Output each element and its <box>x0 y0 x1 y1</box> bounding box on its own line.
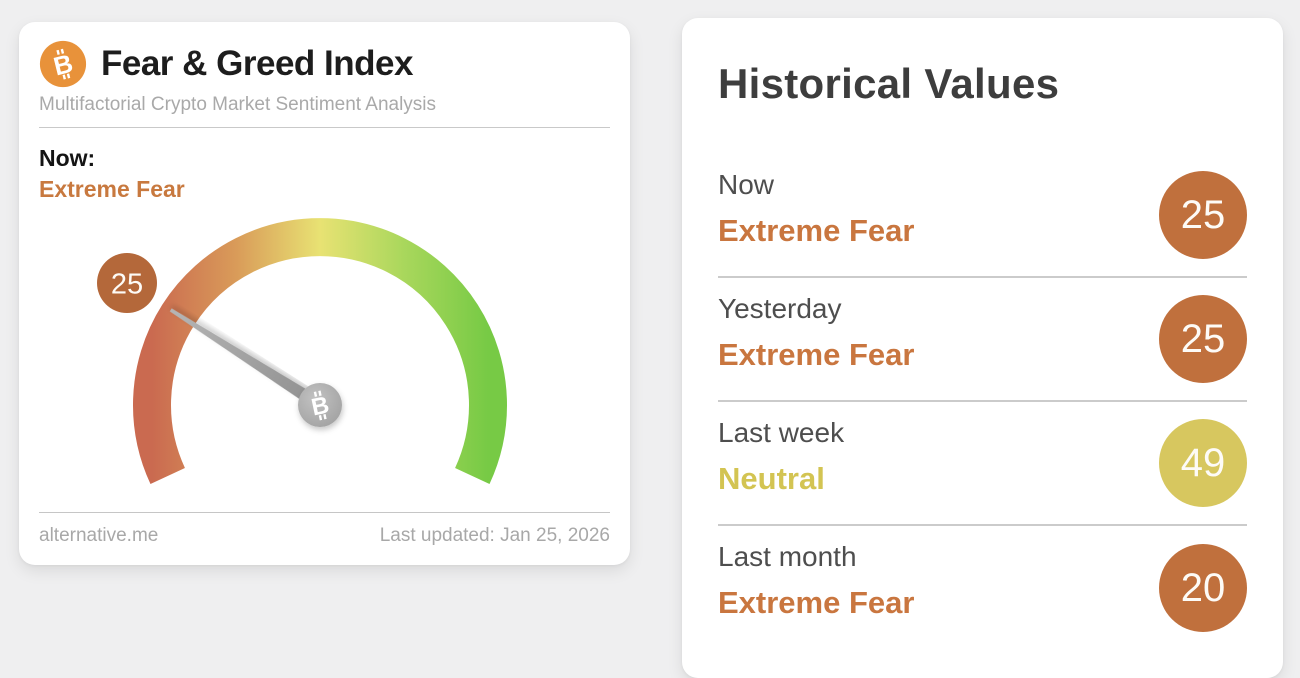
history-row-last-month: Last month Extreme Fear 20 <box>718 526 1247 650</box>
row-label: Now <box>718 169 775 201</box>
row-status: Neutral <box>718 460 825 496</box>
last-updated: Last updated: Jan 25, 2026 <box>379 525 610 546</box>
row-label: Last week <box>718 417 845 449</box>
historical-title: Historical Values <box>718 60 1060 107</box>
subtitle: Multifactorial Crypto Market Sentiment A… <box>39 94 437 115</box>
row-value-badge: 25 <box>1159 171 1247 260</box>
footer-divider <box>39 512 610 513</box>
now-status: Extreme Fear <box>39 176 185 203</box>
fear-greed-card: B Fear & Greed Index Multifactorial Cryp… <box>19 22 630 565</box>
source-link[interactable]: alternative.me <box>39 525 159 546</box>
historical-values-card: Historical Values Now Extreme Fear 25 Ye… <box>682 18 1283 678</box>
gauge-value-badge: 25 <box>97 253 157 313</box>
header-divider <box>39 127 610 128</box>
row-status: Extreme Fear <box>718 336 915 372</box>
card-header: B Fear & Greed Index <box>39 40 610 88</box>
history-row-last-week: Last week Neutral 49 <box>718 402 1247 527</box>
fear-greed-gauge: B 25 <box>97 218 507 484</box>
row-value-badge: 49 <box>1159 419 1247 508</box>
gauge-needle <box>169 308 324 411</box>
gauge-hub: B <box>298 383 342 427</box>
row-value-badge: 25 <box>1159 295 1247 384</box>
now-label: Now: <box>39 145 96 171</box>
row-label: Yesterday <box>718 293 842 325</box>
row-status: Extreme Fear <box>718 212 915 248</box>
page-title: Fear & Greed Index <box>101 43 413 83</box>
card-footer: alternative.me Last updated: Jan 25, 202… <box>39 525 610 547</box>
bitcoin-icon: B <box>39 40 87 88</box>
gauge-arc <box>133 218 507 484</box>
historical-rows: Now Extreme Fear 25 Yesterday Extreme Fe… <box>718 154 1247 650</box>
row-value-badge: 20 <box>1159 544 1247 633</box>
history-row-yesterday: Yesterday Extreme Fear 25 <box>718 278 1247 403</box>
gauge-value: 25 <box>111 268 143 300</box>
history-row-now: Now Extreme Fear 25 <box>718 154 1247 279</box>
row-label: Last month <box>718 541 857 573</box>
hub-bitcoin-letter: B <box>309 391 332 421</box>
